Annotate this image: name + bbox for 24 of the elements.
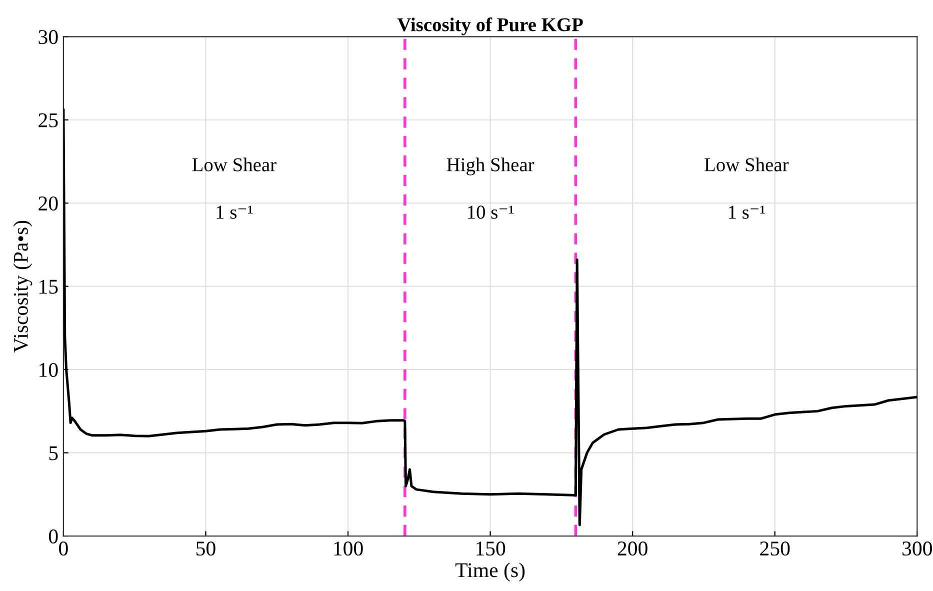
annotation: Low Shear (704, 158, 789, 172)
y-tick-label: 10 (40, 362, 58, 378)
y-tick-label: 15 (40, 280, 58, 294)
x-tick-label: 100 (334, 542, 363, 556)
x-tick-label: 200 (618, 542, 648, 556)
x-tick-label: 0 (59, 542, 68, 556)
y-tick-label: 0 (48, 529, 58, 544)
y-tick-label: 25 (38, 113, 58, 128)
annotation: High Shear (446, 158, 534, 176)
x-axis-title: Time (s) (455, 562, 525, 582)
annotation: 10 s⁻¹ (468, 206, 514, 219)
y-tick-label: 30 (38, 30, 58, 44)
x-tick-label: 50 (196, 542, 216, 556)
x-tick-label: 150 (476, 542, 506, 556)
annotation: 1 s⁻¹ (728, 206, 765, 219)
line-series (63, 108, 918, 526)
chart-title: Viscosity of Pure KGP (397, 17, 583, 36)
y-tick-label: 20 (38, 196, 58, 211)
x-tick-label: 250 (760, 542, 790, 556)
x-tick-label: 300 (902, 542, 932, 556)
annotation: Low Shear (192, 158, 276, 172)
y-tick-label: 5 (49, 446, 58, 460)
y-axis-title: Viscosity (Pa•s) (13, 220, 32, 352)
annotation: 1 s⁻¹ (216, 206, 253, 219)
